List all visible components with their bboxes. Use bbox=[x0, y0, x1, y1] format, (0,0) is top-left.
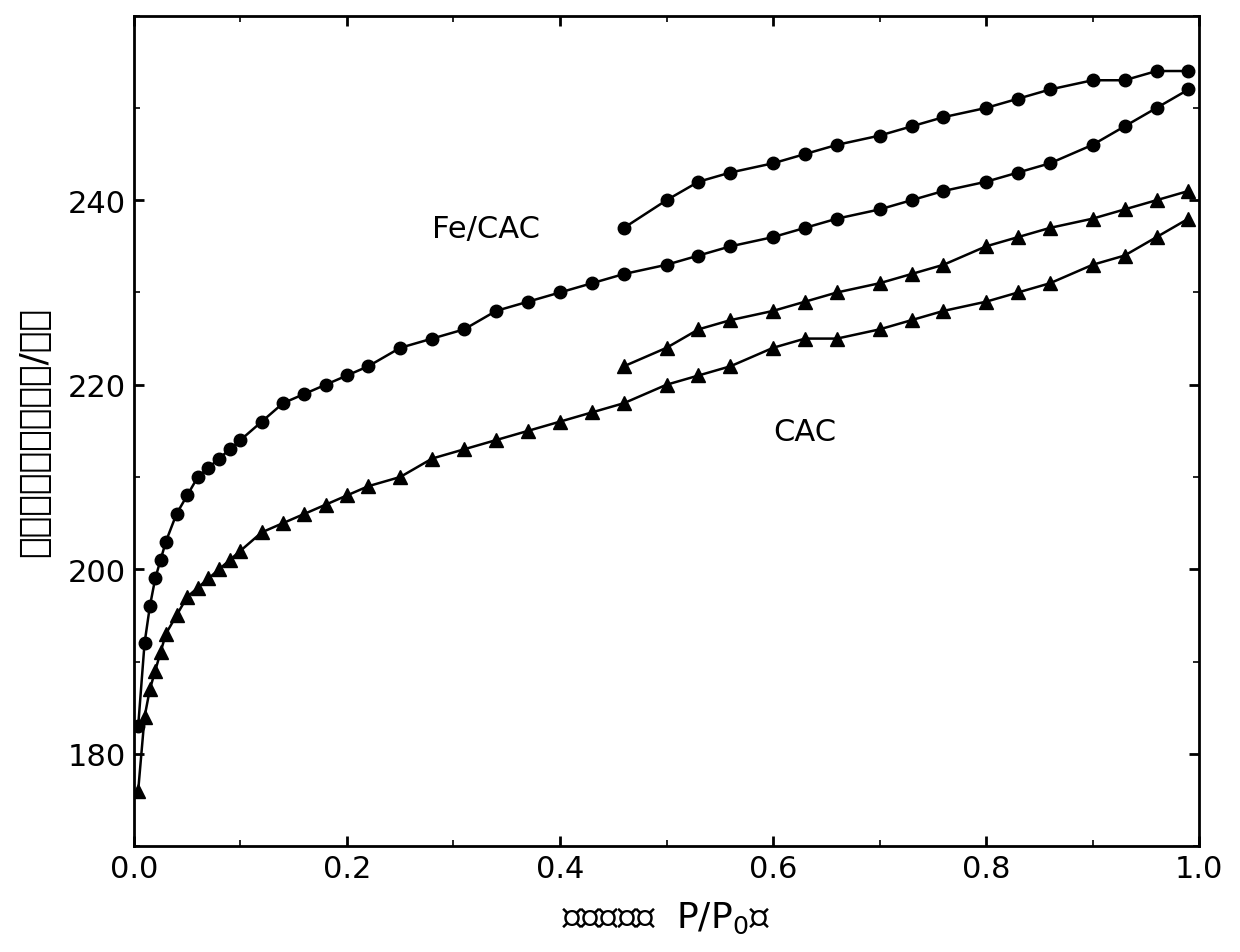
Y-axis label: 吸附体积（立方厘米/克）: 吸附体积（立方厘米/克） bbox=[16, 307, 51, 556]
Text: Fe/CAC: Fe/CAC bbox=[433, 215, 541, 244]
Text: CAC: CAC bbox=[773, 418, 836, 446]
X-axis label: 相对压力（  P/P$_0$）: 相对压力（ P/P$_0$） bbox=[563, 900, 770, 936]
